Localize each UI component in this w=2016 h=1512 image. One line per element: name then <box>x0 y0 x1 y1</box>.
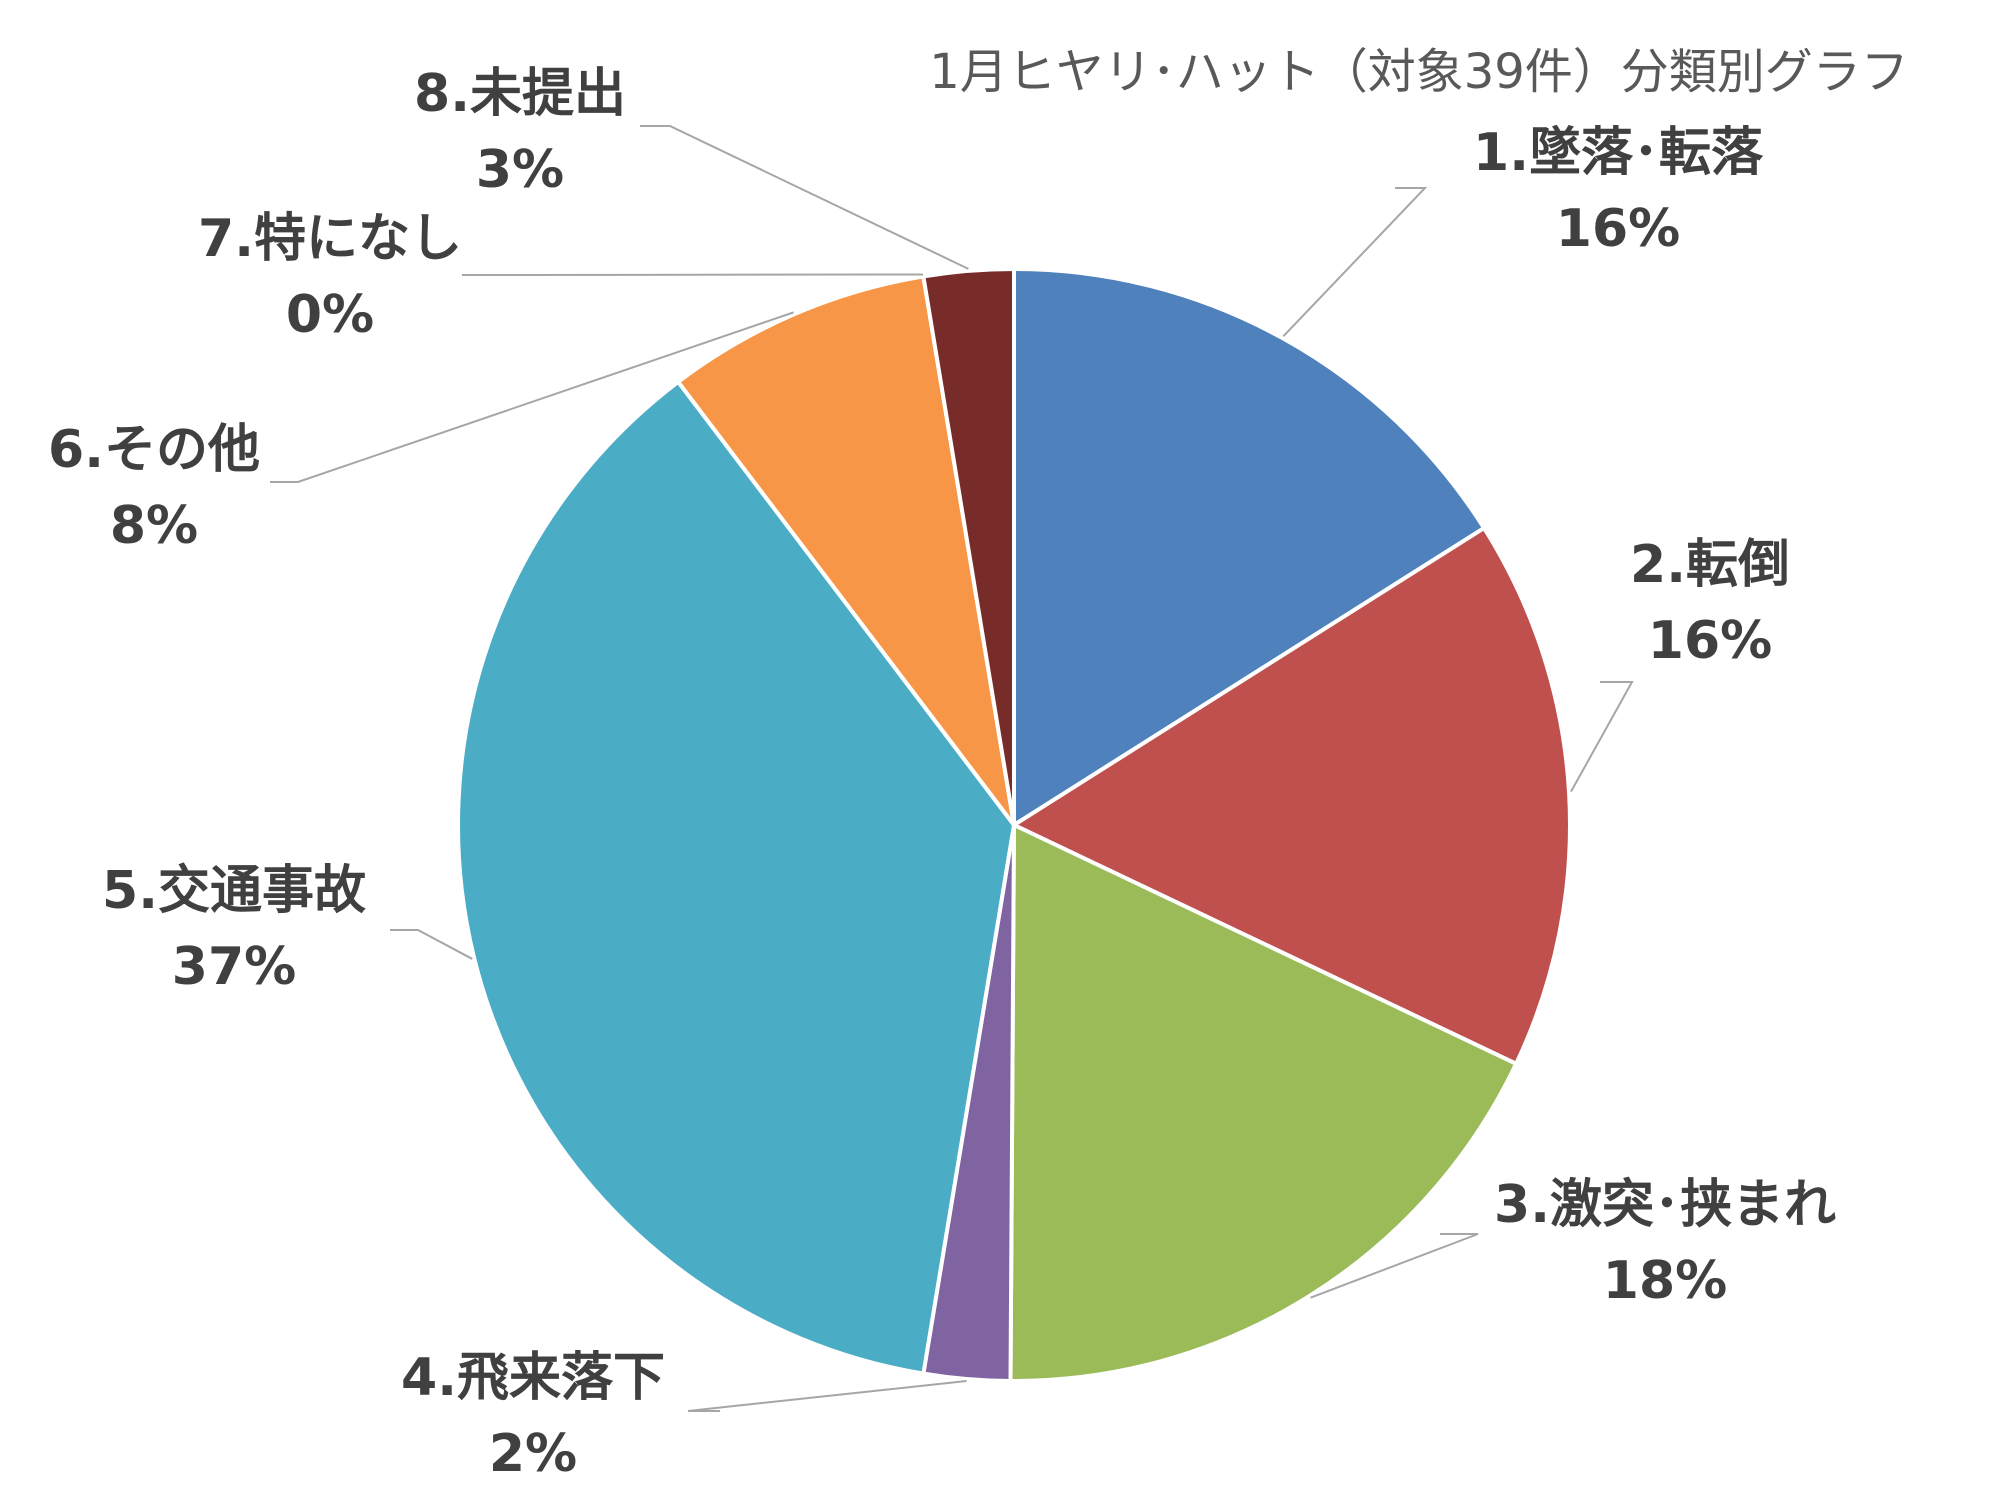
leader-line-1 <box>1282 187 1428 337</box>
slice-category-label-2: 2.転倒 <box>1630 535 1790 595</box>
slice-category-label-7: 7.特になし <box>198 209 462 269</box>
pie-slice-1 <box>1012 266 1487 829</box>
slice-value-label-7: 0% <box>286 285 374 345</box>
leader-line-3 <box>1310 1233 1479 1299</box>
leader-line-5 <box>390 929 473 960</box>
slice-category-label-3: 3.激突･挟まれ <box>1494 1175 1836 1235</box>
slice-labels: 1.墜落･転落 16% 2.転倒 16% 3.激突･挟まれ 18% 4.飛来落下 2% 5.交通… <box>48 64 1836 1484</box>
leader-line-7 <box>462 273 924 276</box>
slice-category-label-1: 1.墜落･転落 <box>1473 123 1764 183</box>
leader-line-2 <box>1570 681 1634 793</box>
slice-value-label-2: 16% <box>1648 611 1772 671</box>
slice-value-label-4: 2% <box>489 1424 577 1484</box>
leader-line-8 <box>640 125 969 270</box>
slice-value-label-6: 8% <box>110 496 198 556</box>
pie-slice-3 <box>1008 821 1519 1383</box>
slice-value-label-8: 3% <box>476 140 564 200</box>
pie-slice-5 <box>456 379 1017 1376</box>
chart-title: 1月ヒヤリ･ハット（対象39件）分類別グラフ <box>929 44 1909 100</box>
leader-line-6 <box>270 311 794 483</box>
slice-value-label-1: 16% <box>1556 199 1680 259</box>
slice-category-label-8: 8.未提出 <box>414 64 626 124</box>
pie-slice-2 <box>1009 525 1572 1067</box>
pie-slice-8 <box>921 266 1016 826</box>
leader-line-4 <box>687 1379 967 1412</box>
slice-value-label-3: 18% <box>1603 1251 1727 1311</box>
slice-category-label-4: 4.飛来落下 <box>401 1348 665 1408</box>
slice-value-label-5: 37% <box>172 937 296 997</box>
pie-slice-6 <box>675 274 1016 827</box>
leader-lines <box>270 125 1634 1412</box>
slice-category-label-5: 5.交通事故 <box>102 861 366 921</box>
slice-category-label-6: 6.その他 <box>48 420 260 480</box>
pie-slices <box>456 266 1572 1384</box>
